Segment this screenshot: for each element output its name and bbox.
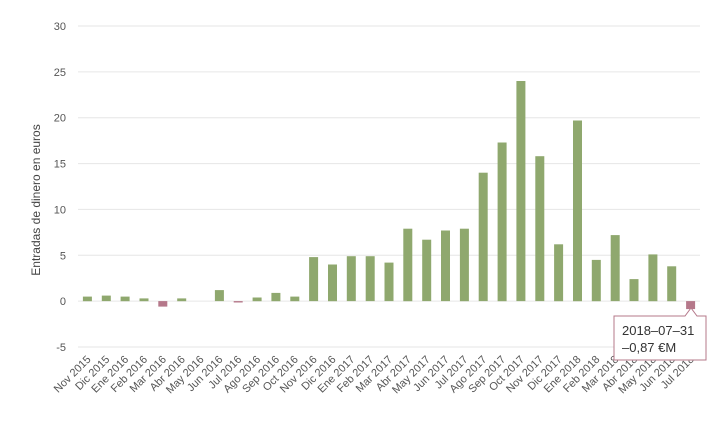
bar-26[interactable] (573, 120, 582, 302)
bar-17[interactable] (403, 228, 413, 302)
bar-2[interactable] (120, 296, 130, 302)
bar-11[interactable] (290, 296, 300, 302)
bar-28[interactable] (610, 235, 620, 302)
bar-22[interactable] (497, 142, 507, 302)
bar-24[interactable] (535, 156, 545, 302)
y-axis-ticks: -5 0 5 10 15 20 25 30 (54, 21, 66, 354)
bar-12[interactable] (309, 257, 319, 302)
bar-14[interactable] (346, 256, 356, 302)
bars (82, 81, 696, 310)
bar-15[interactable] (365, 256, 375, 302)
bar-3[interactable] (139, 298, 149, 302)
bar-19[interactable] (441, 230, 450, 302)
bar-21[interactable] (478, 172, 488, 302)
tooltip: 2018–07–31 –0,87 €M (613, 307, 707, 361)
bar-20[interactable] (459, 228, 469, 302)
bar-16[interactable] (384, 262, 394, 302)
y-tick-label-5: 20 (54, 113, 66, 125)
tooltip-value: –0,87 €M (622, 340, 676, 355)
bar-25[interactable] (554, 244, 564, 302)
y-tick-label-2: 5 (60, 250, 66, 262)
tooltip-date: 2018–07–31 (622, 323, 694, 338)
bar-18[interactable] (422, 239, 432, 302)
bar-5[interactable] (177, 298, 187, 302)
y-tick-label-0: -5 (56, 342, 66, 354)
bar-9[interactable] (252, 297, 262, 302)
y-tick-label-6: 25 (54, 67, 66, 79)
bar-1[interactable] (101, 295, 111, 302)
y-axis-title: Entradas de dinero en euros (29, 124, 43, 275)
bar-31[interactable] (667, 266, 677, 302)
bar-30[interactable] (648, 254, 658, 302)
bar-13[interactable] (328, 264, 337, 302)
bar-7[interactable] (214, 290, 224, 302)
bar-32[interactable] (686, 301, 696, 310)
y-tick-label-4: 15 (54, 159, 66, 171)
bar-23[interactable] (516, 81, 526, 302)
bar-10[interactable] (271, 292, 281, 302)
bar-27[interactable] (591, 259, 601, 302)
y-tick-label-7: 30 (54, 21, 66, 33)
bar-0[interactable] (82, 296, 92, 302)
y-tick-label-1: 0 (60, 296, 66, 308)
tooltip-box (613, 307, 707, 361)
bar-4[interactable] (158, 301, 168, 307)
y-tick-label-3: 10 (54, 204, 66, 216)
bar-29[interactable] (629, 279, 639, 302)
bar-8[interactable] (233, 301, 243, 303)
